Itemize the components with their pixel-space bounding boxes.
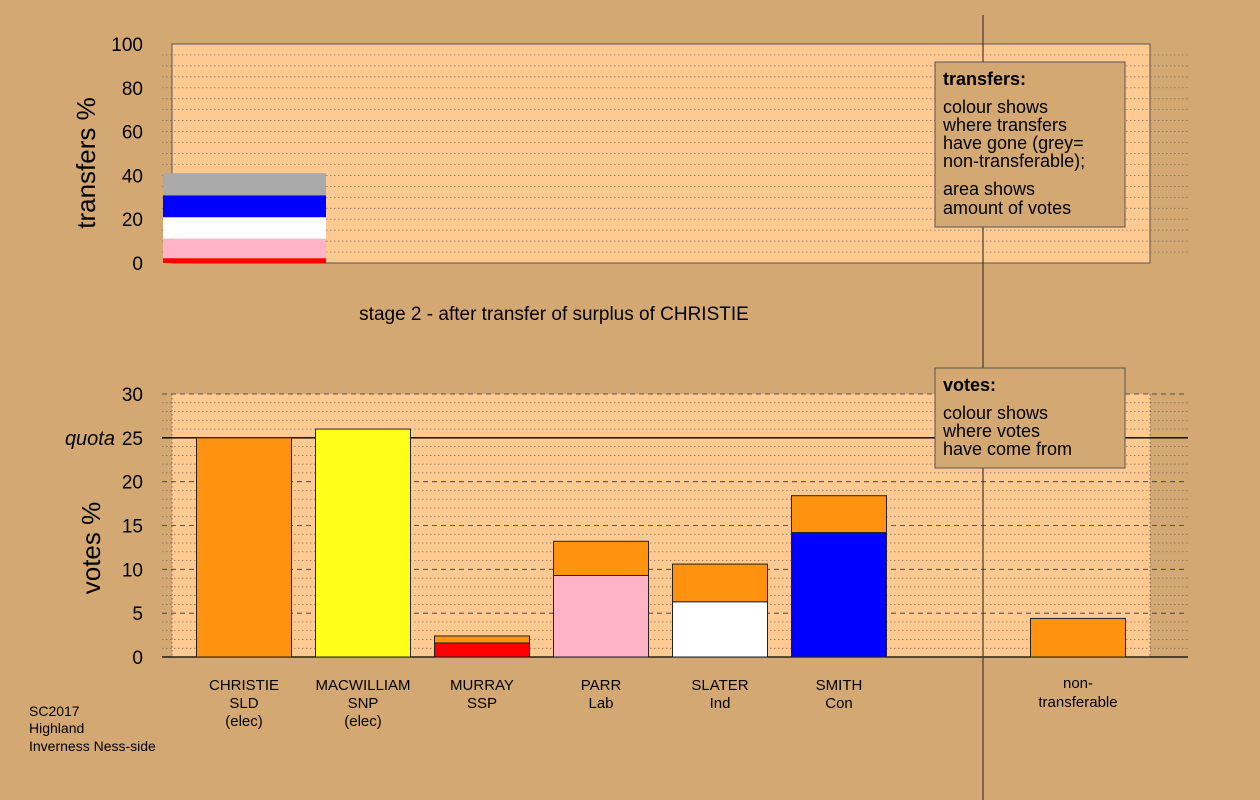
nontransferable-label: non- [1063,675,1093,692]
candidate-label-parr: Lab [588,695,613,712]
votes-y-axis-title: votes % [76,502,106,595]
candidate-label-slater: SLATER [691,677,748,694]
candidate-label-christie: CHRISTIE [209,677,279,694]
transfers-tick-label: 60 [122,123,143,144]
candidate-label-slater: Ind [710,695,731,712]
transfers-legend-line: have gone (grey= [943,133,1084,153]
votes-legend: votes: colour shows where votes have com… [934,367,1126,469]
transfers-legend-line: where transfers [942,115,1067,135]
votes-tick-label: 5 [132,604,143,625]
bar-slater-segment-ind [672,601,768,658]
transfers-segment-ind [163,217,326,239]
votes-legend-line: where votes [942,421,1040,441]
transfers-legend-line: amount of votes [943,198,1071,218]
votes-tick-label: 20 [122,473,143,494]
footer-year: SC2017 [29,703,80,719]
bar-smith-segment-con [791,532,887,658]
candidate-label-macwilliam: SNP [348,695,379,712]
transfers-tick-label: 0 [132,254,143,275]
footer: SC2017 Highland Inverness Ness-side [29,703,156,754]
votes-legend-line: have come from [943,439,1072,459]
candidate-label-christie: (elec) [225,713,263,730]
votes-y-ticks: 0 5 10 15 20 25 30 [122,385,143,669]
candidate-label-parr: PARR [581,677,622,694]
stage-title: stage 2 - after transfer of surplus of C… [359,304,749,325]
transfers-tick-label: 80 [122,79,143,100]
bar-macwilliam-segment-snp [315,428,411,658]
transfers-grid [162,54,1188,253]
candidate-label-macwilliam: MACWILLIAM [315,677,410,694]
votes-legend-title: votes: [943,375,996,395]
votes-tick-label: 0 [132,648,143,669]
candidate-label-macwilliam: (elec) [344,713,382,730]
footer-council: Highland [29,720,84,736]
transfers-bar [163,173,326,263]
transfers-legend-box [934,61,1126,228]
quota-label: quota [65,428,115,450]
bar-murray-segment-ssp [434,642,530,658]
candidate-label-murray: MURRAY [450,677,514,694]
votes-tick-label: 10 [122,560,143,581]
transfers-legend: transfers: colour shows where transfers … [934,61,1126,228]
votes-tick-label: 15 [122,517,143,538]
transfers-y-axis-title: transfers % [71,97,101,229]
transfers-segment-ssp [163,258,326,263]
votes-bars [196,428,1126,658]
votes-legend-box [934,367,1126,469]
candidate-label-smith: SMITH [816,677,863,694]
transfers-tick-label: 20 [122,210,143,231]
bar-parr-segment-sld [553,540,649,576]
votes-tick-label: 25 [122,429,143,450]
votes-legend-line: colour shows [943,403,1048,423]
bar-murray-segment-sld [434,635,530,644]
transfers-y-ticks: 0 20 40 60 80 100 [111,35,143,275]
candidate-label-christie: SLD [229,695,258,712]
transfers-segment-nontransferable [163,173,326,196]
nontransferable-label: transferable [1038,694,1117,711]
candidate-labels: CHRISTIESLD(elec)MACWILLIAMSNP(elec)MURR… [209,675,1118,730]
candidate-label-smith: Con [825,695,853,712]
bar-parr-segment-lab [553,574,649,658]
transfers-tick-label: 40 [122,166,143,187]
transfers-legend-line: colour shows [943,97,1048,117]
bar-christie-segment-sld [196,437,292,658]
votes-tick-label: 30 [122,385,143,406]
transfers-legend-title: transfers: [943,69,1026,89]
transfers-segment-con [163,195,326,218]
bar-slater-segment-sld [672,563,768,603]
transfers-legend-line: non-transferable); [943,151,1085,171]
candidate-label-murray: SSP [467,695,497,712]
footer-ward: Inverness Ness-side [29,738,156,754]
bar-nontransferable-segment-sld [1030,617,1126,658]
transfers-legend-line: area shows [943,179,1035,199]
bar-smith-segment-sld [791,495,887,534]
transfers-segment-lab [163,238,326,259]
transfers-tick-label: 100 [111,35,143,56]
